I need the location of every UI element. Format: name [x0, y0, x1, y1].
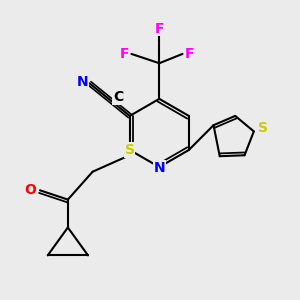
Text: O: O: [25, 183, 37, 197]
Text: C: C: [113, 90, 123, 104]
Text: F: F: [184, 47, 194, 61]
Text: N: N: [77, 75, 88, 89]
Text: F: F: [154, 22, 164, 35]
Text: F: F: [120, 47, 129, 61]
Text: N: N: [154, 161, 165, 175]
Text: S: S: [257, 121, 268, 135]
Text: S: S: [125, 143, 135, 157]
